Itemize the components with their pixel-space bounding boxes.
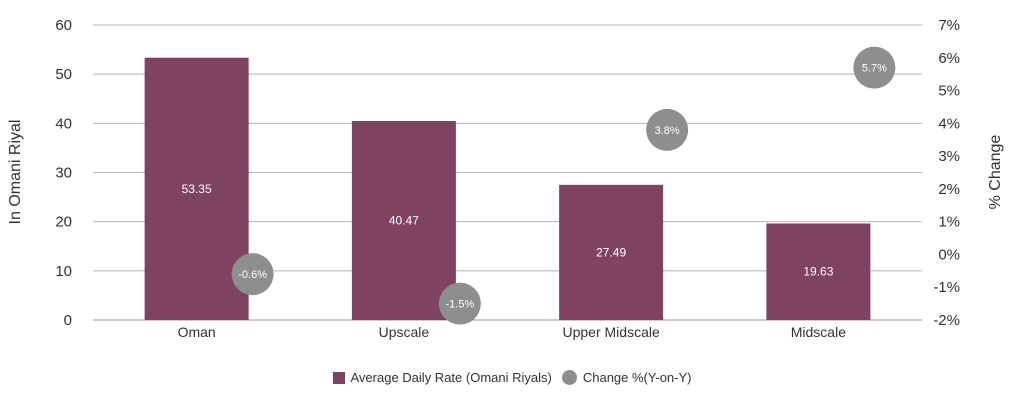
y2-tick-label: 7% — [938, 17, 960, 34]
legend-item-adr: Average Daily Rate (Omani Riyals) — [332, 370, 552, 385]
y-tick-label: 20 — [55, 214, 72, 231]
y2-tick-label: -2% — [933, 312, 960, 329]
bar-data-label: 40.47 — [389, 214, 419, 228]
left-axis-ticks: 0 10 20 30 40 50 60 — [55, 17, 72, 329]
y-tick-label: 30 — [55, 165, 72, 182]
change-point — [853, 46, 896, 89]
bar-data-label: 19.63 — [803, 265, 833, 279]
y-tick-label: 50 — [55, 66, 72, 83]
change-data-label: 3.8% — [655, 125, 680, 137]
dots-group: -0.6% -1.5% 3.8% 5.7% — [231, 46, 896, 325]
y2-tick-label: 5% — [938, 83, 960, 100]
y2-tick-label: 0% — [938, 246, 960, 263]
legend-label-adr: Average Daily Rate (Omani Riyals) — [350, 370, 552, 385]
change-data-label: 5.7% — [862, 63, 887, 75]
category-label: Upscale — [379, 324, 430, 340]
category-labels: Oman Upscale Upper Midscale Midscale — [178, 324, 847, 340]
y2-tick-label: 3% — [938, 148, 960, 165]
legend-square-marker — [332, 371, 345, 384]
change-point — [438, 282, 481, 325]
bar — [144, 57, 249, 321]
y-tick-label: 10 — [55, 263, 72, 280]
category-label: Upper Midscale — [562, 324, 659, 340]
change-point — [646, 108, 689, 151]
change-data-label: -1.5% — [446, 299, 475, 311]
right-axis-ticks: -2% -1% 0% 1% 2% 3% 4% 5% 6% 7% — [933, 17, 960, 329]
y2-tick-label: 6% — [938, 50, 960, 67]
y-axis-title: In Omani Riyal — [7, 120, 24, 225]
bar — [766, 223, 871, 320]
y2-axis-title: % Change — [987, 135, 1004, 210]
y2-tick-label: 4% — [938, 115, 960, 132]
y2-tick-label: -1% — [933, 279, 960, 296]
legend-circle-marker — [561, 370, 577, 385]
y-tick-label: 40 — [55, 115, 72, 132]
legend: Average Daily Rate (Omani Riyals) Change… — [0, 370, 1024, 385]
bar — [559, 184, 664, 320]
category-label: Oman — [178, 324, 216, 340]
category-label: Midscale — [791, 324, 846, 340]
bar-data-label: 27.49 — [596, 245, 626, 259]
y-tick-label: 60 — [55, 17, 72, 34]
bar — [351, 121, 456, 321]
y2-tick-label: 1% — [938, 214, 960, 231]
bars-group: 53.35 40.47 27.49 19.63 — [144, 57, 871, 321]
y2-tick-label: 2% — [938, 181, 960, 198]
legend-item-change: Change %(Y-on-Y) — [561, 370, 692, 385]
legend-label-change: Change %(Y-on-Y) — [582, 370, 692, 385]
change-point — [231, 253, 274, 296]
y-tick-label: 0 — [64, 312, 72, 329]
bar-data-label: 53.35 — [182, 182, 212, 196]
change-data-label: -0.6% — [238, 269, 267, 281]
